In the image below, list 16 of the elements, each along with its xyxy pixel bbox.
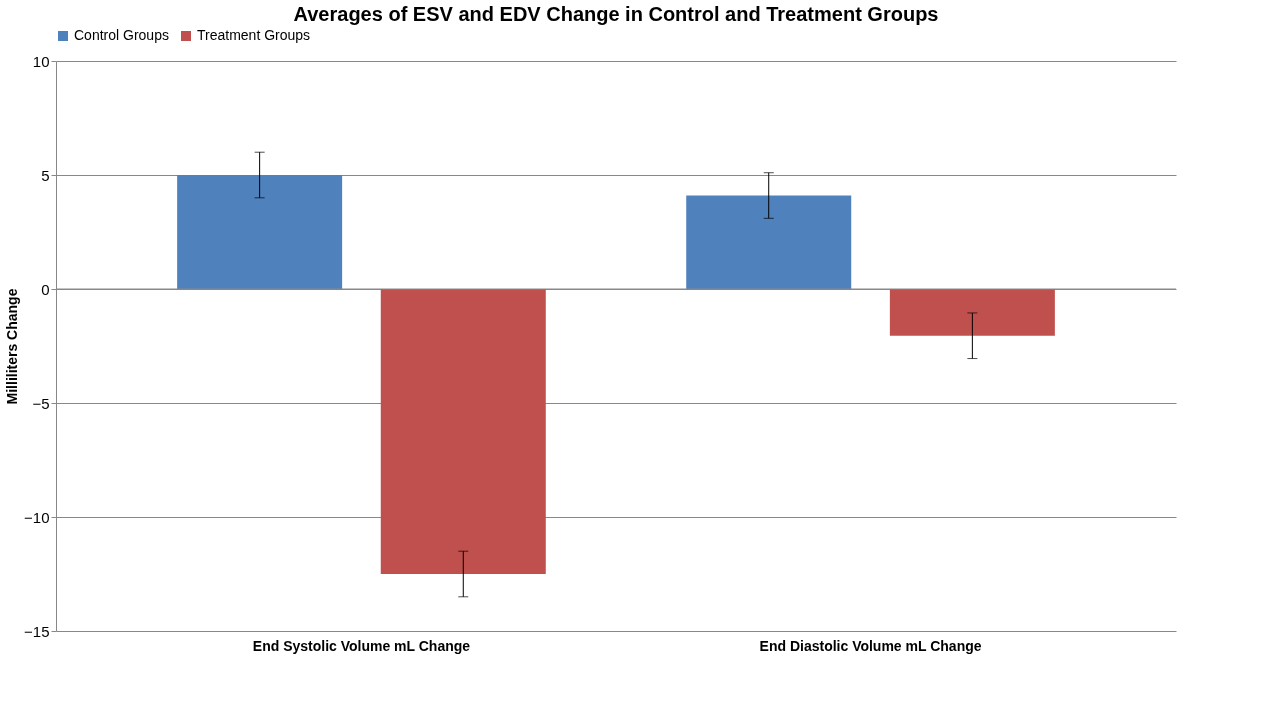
y-tick-label: 10 (32, 52, 50, 70)
chart-title: Averages of ESV and EDV Change in Control and Treatment Groups (293, 3, 939, 25)
y-tick-label: −15 (24, 622, 50, 640)
bar (177, 175, 343, 289)
bar (686, 195, 852, 289)
y-axis-title: Milliliters Change (4, 288, 21, 405)
x-tick-label: End Diastolic Volume mL Change (759, 637, 982, 654)
y-tick-label: −5 (32, 394, 50, 412)
y-tick-label: −10 (24, 508, 50, 526)
bar (380, 289, 546, 574)
legend-label: Control Groups (74, 27, 169, 43)
legend-label: Treatment Groups (197, 27, 311, 43)
y-tick-label: 5 (41, 166, 50, 184)
y-tick-label: 0 (41, 280, 50, 298)
bar (889, 289, 1055, 336)
x-tick-label: End Systolic Volume mL Change (252, 637, 471, 654)
